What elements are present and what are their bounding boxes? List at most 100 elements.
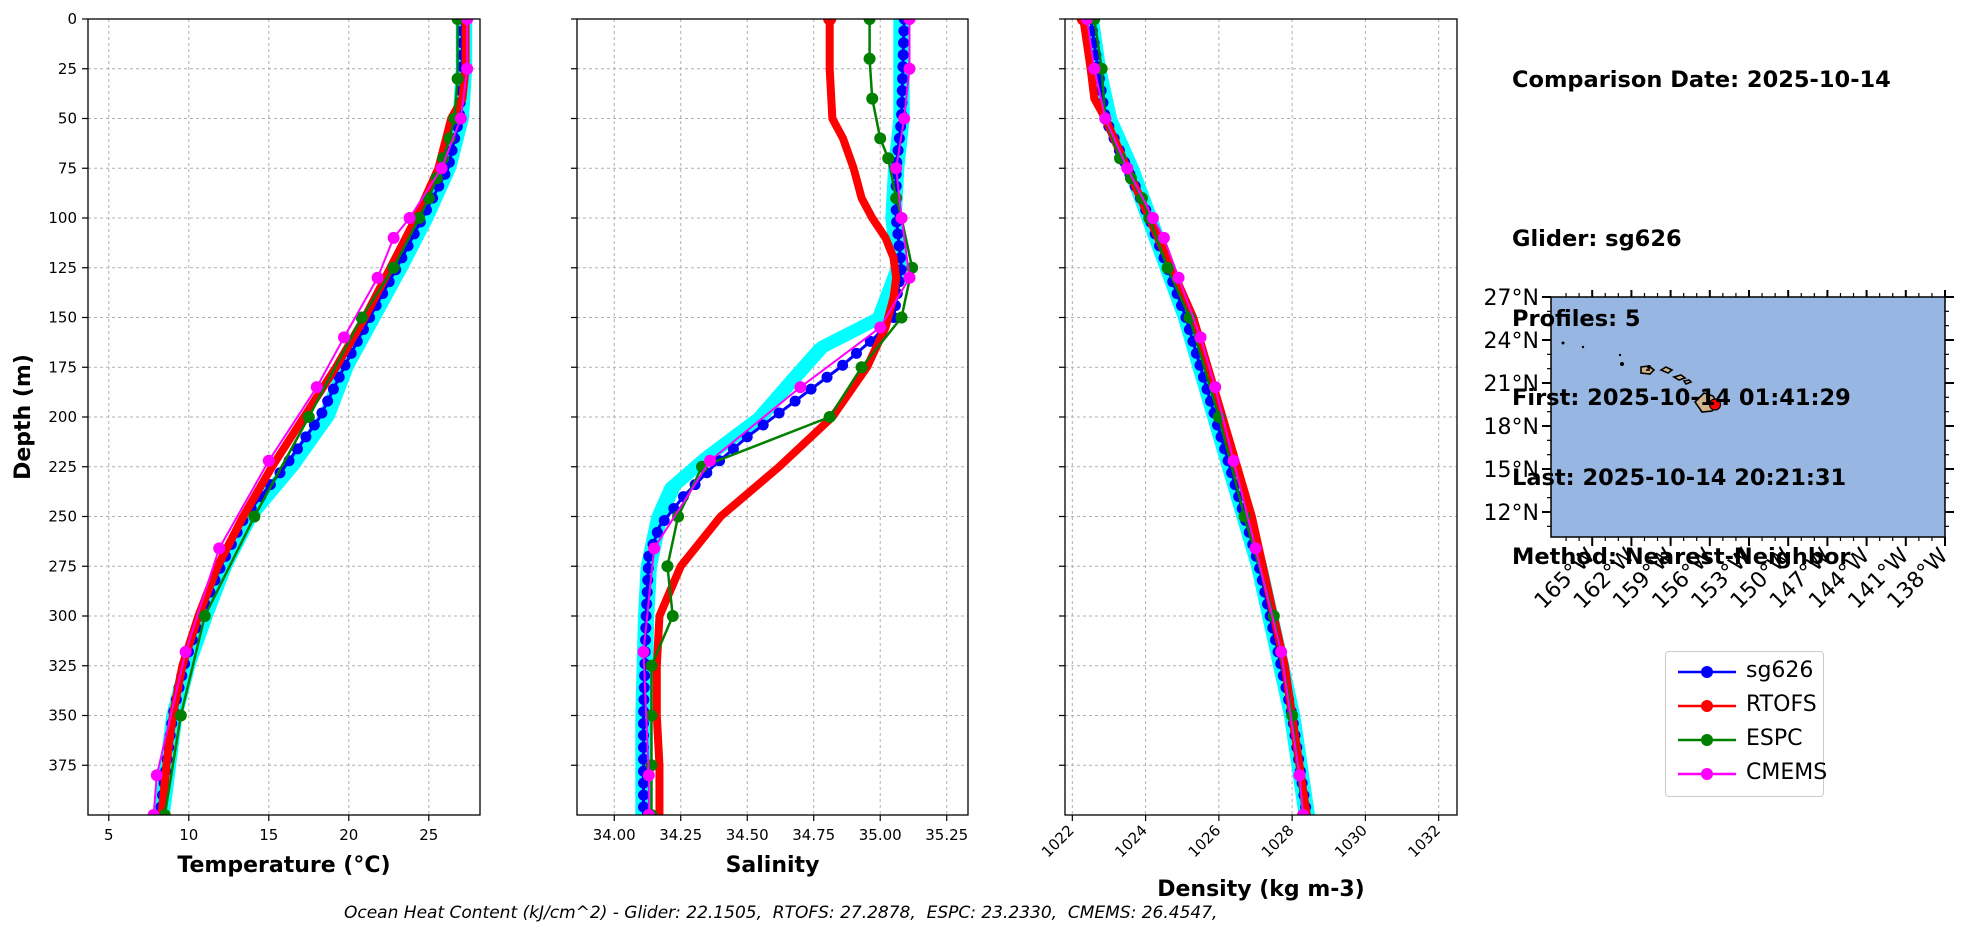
cmems-marker — [642, 769, 655, 782]
series-group — [147, 19, 474, 815]
sg626-marker — [637, 753, 649, 765]
y-tick-label: 250 — [48, 508, 77, 526]
RTOFS-line — [1079, 19, 1311, 815]
legend-entry-cmems: CMEMS — [1676, 758, 1827, 788]
espc-marker — [866, 92, 879, 105]
island-dot — [1561, 341, 1565, 345]
cmems-marker — [703, 454, 716, 467]
sg626-marker — [741, 431, 753, 443]
sg626-marker — [757, 419, 769, 431]
y-tick-label: 275 — [48, 557, 77, 575]
axes-frame — [87, 18, 481, 816]
profile-count: Profiles: 5 — [1512, 305, 1641, 332]
sg626-marker — [641, 598, 653, 610]
cmems-marker — [150, 769, 163, 782]
comparison-info: Comparison Date: 2025-10-14 Glider: sg62… — [1512, 14, 1891, 597]
sg626-marker — [637, 789, 649, 801]
sg626-marker — [898, 37, 910, 49]
series-CMEMS — [637, 19, 916, 815]
y-tick-label: 125 — [48, 259, 77, 277]
location-map: 27°N24°N21°N18°N15°N12°N165°W162°W159°W1… — [1484, 286, 1954, 614]
lat-label: 18°N — [1484, 415, 1539, 440]
sg626-marker — [333, 371, 345, 383]
cmems-marker — [1249, 542, 1262, 555]
sg626-marker — [316, 407, 328, 419]
cmems-marker — [648, 542, 661, 555]
cmems-marker — [1172, 271, 1185, 284]
series-group — [635, 19, 919, 815]
sg626-marker — [896, 85, 908, 97]
cmems-marker — [898, 112, 911, 125]
grid — [1065, 18, 1457, 815]
y-tick-label: 0 — [67, 10, 77, 28]
salinity-axis-label: Salinity — [726, 853, 820, 878]
sg626-marker — [327, 383, 339, 395]
cmems-marker — [147, 809, 160, 815]
legend-label: ESPC — [1746, 726, 1803, 751]
espc-marker — [198, 610, 211, 622]
y-tick-label: 325 — [48, 657, 77, 675]
cmems-marker — [1099, 112, 1112, 125]
x-tick-label: 25 — [419, 826, 438, 844]
cmems-marker — [1157, 231, 1170, 244]
espc-marker — [422, 192, 435, 205]
espc-marker — [451, 19, 464, 25]
espc-marker — [302, 411, 315, 423]
sg626-marker — [637, 741, 649, 753]
sg626-marker — [898, 25, 910, 37]
sg626-marker — [821, 371, 833, 383]
panel-salinity: 34.00 34.25 34.50 34.75 35.00 35.25 Salinity — [571, 18, 969, 878]
x-tick-label: 1026 — [1185, 821, 1225, 861]
espc-marker — [413, 212, 426, 224]
sg626-marker — [291, 443, 303, 455]
cmems-marker — [890, 162, 903, 175]
interpolation-method: Method: Nearest-Neighbor — [1512, 544, 1851, 570]
legend-label: CMEMS — [1746, 760, 1828, 785]
legend-label: RTOFS — [1746, 692, 1817, 717]
map-ocean — [1551, 297, 1945, 537]
espc-marker — [863, 52, 876, 65]
x-tick-label: 34.25 — [659, 826, 702, 844]
sg626-marker — [727, 443, 739, 455]
cmems-marker — [454, 112, 467, 125]
cmems-marker — [435, 162, 448, 175]
cmems-marker — [403, 212, 416, 224]
x-tick-label: 1030 — [1331, 821, 1371, 861]
sg626-marker — [864, 335, 876, 347]
cmems-marker — [179, 645, 192, 658]
comparison-date: Comparison Date: 2025-10-14 — [1512, 67, 1891, 93]
y-tick-label: 75 — [58, 159, 77, 177]
espc-marker — [661, 560, 674, 573]
x-tick-label: 20 — [339, 826, 358, 844]
island-dot — [1581, 345, 1585, 349]
island-dot — [1647, 365, 1651, 369]
cmems-marker — [1227, 454, 1240, 467]
glider-position-marker — [1708, 398, 1722, 411]
cmems-marker — [371, 271, 384, 284]
sg626-marker — [658, 514, 670, 526]
sg626-marker — [837, 359, 849, 371]
sg626-marker — [897, 49, 909, 61]
y-tick-label: 200 — [48, 408, 77, 426]
sg626-marker — [805, 383, 817, 395]
y-tick-label: 300 — [48, 607, 77, 625]
sg626-marker — [651, 526, 663, 538]
espc-marker — [1286, 709, 1299, 722]
series-ESPC — [158, 19, 464, 815]
cmems-marker — [310, 381, 323, 394]
cmems-marker — [1297, 809, 1310, 815]
x-tick-label: 34.00 — [593, 826, 636, 844]
sg626-marker — [322, 395, 334, 407]
CMEMS-line — [152, 19, 469, 815]
x-tick-label: 1032 — [1404, 821, 1444, 861]
espc-marker — [355, 311, 368, 324]
espc-marker — [874, 132, 887, 145]
legend-entry-espc: ESPC — [1676, 724, 1821, 754]
grid — [88, 18, 480, 815]
cmems-marker — [903, 271, 916, 284]
cmems-marker — [1080, 19, 1093, 25]
last-profile-time: Last: 2025-10-14 20:21:31 — [1512, 464, 1847, 491]
legend-entry-rtofs: RTOFS — [1676, 690, 1821, 720]
x-tick-label: 35.00 — [859, 826, 902, 844]
